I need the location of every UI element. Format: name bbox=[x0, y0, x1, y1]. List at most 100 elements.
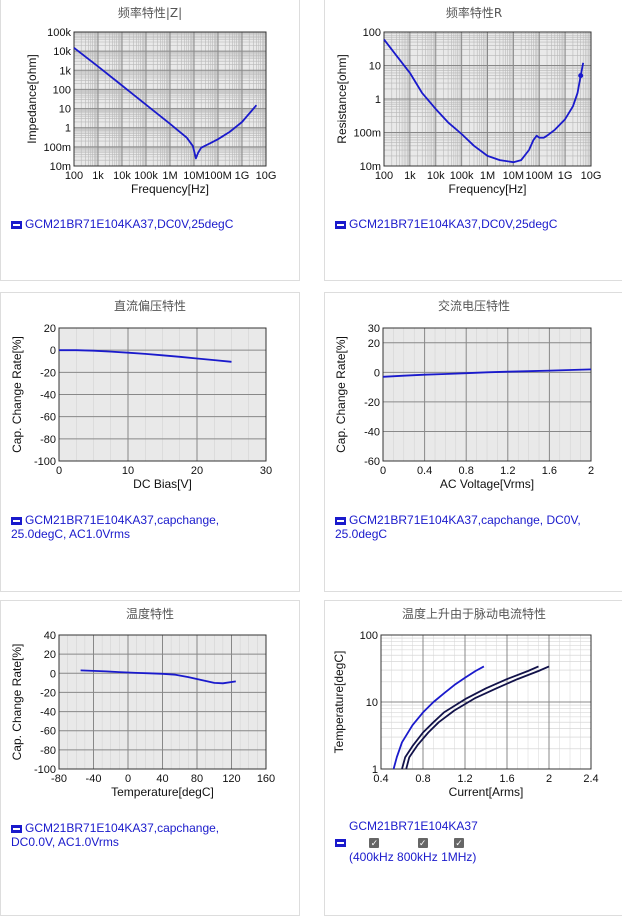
x-tick-label: 120 bbox=[222, 773, 240, 785]
plot-frame bbox=[58, 327, 267, 462]
y-tick-label: 100m bbox=[43, 142, 71, 154]
chart-title: 频率特性|Z| bbox=[117, 6, 183, 20]
chart-panel-temperature: 温度特性 -80 -40 0 40 80 120 160 -100 -80 -60 -40 -20 0 2… bbox=[0, 600, 300, 916]
y-tick-label: 100 bbox=[53, 84, 71, 96]
y-tick-label: 0 bbox=[50, 668, 56, 680]
y-axis-label: Impedance[ohm] bbox=[25, 54, 39, 143]
x-axis-label: Current[Arms] bbox=[449, 785, 524, 799]
y-tick-label: -20 bbox=[364, 397, 380, 409]
legend-item[interactable]: GCM21BR71E104KA37,DC0V,25degC bbox=[335, 217, 557, 231]
x-axis-label: Frequency[Hz] bbox=[131, 182, 209, 196]
plot-frame bbox=[383, 31, 592, 167]
chart-panel-ripple-current: 温度上升由于脉动电流特性 0.4 0.8 1.2 1.6 2 2.4 1 10 100 Curre… bbox=[324, 600, 622, 916]
x-tick-label: 100M bbox=[525, 170, 553, 182]
y-axis-label: Cap. Change Rate[%] bbox=[10, 644, 24, 761]
y-tick-label: -80 bbox=[40, 745, 56, 757]
y-tick-label: 20 bbox=[368, 338, 380, 350]
series-line bbox=[382, 368, 592, 378]
x-tick-label: 100k bbox=[134, 170, 158, 182]
y-axis-label: Resistance[ohm] bbox=[335, 54, 349, 143]
x-tick-label: 2 bbox=[546, 773, 552, 785]
x-tick-label: 10M bbox=[183, 170, 204, 182]
legend-item[interactable]: GCM21BR71E104KA37,capchange, 25.0degC, A… bbox=[11, 513, 261, 541]
x-tick-label: 20 bbox=[191, 465, 203, 477]
y-tick-label: 1k bbox=[59, 65, 71, 77]
x-tick-label: 30 bbox=[260, 465, 272, 477]
y-tick-label: 20 bbox=[44, 323, 56, 335]
y-tick-label: 10m bbox=[360, 161, 381, 173]
chart-title: 交流电压特性 bbox=[437, 299, 510, 313]
x-tick-label: 1.6 bbox=[542, 465, 557, 477]
x-tick-label: 2.4 bbox=[583, 773, 598, 785]
plot-frame bbox=[73, 31, 267, 167]
x-tick-label: 0 bbox=[56, 465, 62, 477]
chart-ripple-current: 0.4 0.8 1.2 1.6 2 2.4 1 10 100 Current[Arms] Tempe… bbox=[332, 630, 599, 799]
x-tick-label: 160 bbox=[257, 773, 275, 785]
x-tick-label: 10k bbox=[113, 170, 131, 182]
x-tick-label: 40 bbox=[156, 773, 168, 785]
y-tick-label: -60 bbox=[40, 412, 56, 424]
legend-item[interactable]: GCM21BR71E104KA37,capchange, DC0V, 25.0d… bbox=[335, 513, 605, 541]
y-tick-label: 0 bbox=[50, 345, 56, 357]
x-tick-label: 1.2 bbox=[457, 773, 472, 785]
axes: 100 1k 10k 100k 1M 10M 100M 1G 10G 10m 100m 1 10 100 F… bbox=[335, 27, 601, 196]
legend-toggle-icon[interactable] bbox=[11, 516, 22, 525]
y-tick-label: 1 bbox=[375, 94, 381, 106]
y-tick-label: 10 bbox=[59, 104, 71, 116]
grid bbox=[383, 31, 592, 167]
checkbox-400khz[interactable]: ✓ bbox=[369, 837, 380, 848]
legend-toggle-icon[interactable] bbox=[335, 516, 346, 525]
x-tick-label: 10k bbox=[427, 170, 445, 182]
legend-group: GCM21BR71E104KA37 ✓ ✓ ✓ (400kHz 800kHz 1… bbox=[335, 819, 615, 864]
x-tick-label: -40 bbox=[86, 773, 102, 785]
x-tick-label: 1G bbox=[558, 170, 573, 182]
legend-item[interactable]: GCM21BR71E104KA37,capchange, DC0.0V, AC1… bbox=[11, 821, 261, 849]
x-tick-label: 1G bbox=[235, 170, 250, 182]
y-tick-label: -100 bbox=[34, 764, 56, 776]
legend-toggle-icon[interactable] bbox=[11, 220, 22, 229]
y-tick-label: 1 bbox=[65, 123, 71, 135]
plot-frame bbox=[382, 327, 592, 462]
x-tick-label: 1.6 bbox=[499, 773, 514, 785]
x-axis-label: Frequency[Hz] bbox=[448, 182, 526, 196]
x-tick-label: 10G bbox=[581, 170, 602, 182]
series-line bbox=[392, 665, 485, 770]
x-axis-label: AC Voltage[Vrms] bbox=[440, 477, 534, 491]
x-tick-label: 1k bbox=[404, 170, 416, 182]
y-tick-label: -40 bbox=[40, 707, 56, 719]
y-tick-label: 0 bbox=[374, 367, 380, 379]
series-line bbox=[80, 669, 236, 685]
chart-panel-impedance: 频率特性|Z| 100 1k 10k 100k 1M 10M 100M 1G 10G 10m 100… bbox=[0, 0, 300, 281]
x-tick-label: 0.8 bbox=[459, 465, 474, 477]
legend-label: GCM21BR71E104KA37,capchange, DC0.0V, AC1… bbox=[11, 821, 220, 849]
x-tick-label: -80 bbox=[51, 773, 67, 785]
plot-frame bbox=[58, 634, 267, 770]
legend-toggle-icon[interactable] bbox=[335, 220, 346, 229]
axes: -80 -40 0 40 80 120 160-100-80-60-40-2002040Te… bbox=[10, 630, 275, 799]
x-tick-label: 2 bbox=[588, 465, 594, 477]
series-line bbox=[405, 665, 550, 770]
plot-frame bbox=[380, 634, 592, 770]
checkbox-1mhz[interactable]: ✓ bbox=[454, 837, 465, 848]
legend-label-800khz: 800kHz bbox=[397, 850, 438, 864]
chart-panel-resistance: 频率特性R 100 1k 10k 100k 1M 10M 100M 1G 10G 10m 100m 1… bbox=[324, 0, 622, 281]
chart-impedance: 100 1k 10k 100k 1M 10M 100M 1G 10G10m100m1101001… bbox=[25, 27, 276, 196]
axes: 100 1k 10k 100k 1M 10M 100M 1G 10G10m100m1101001… bbox=[25, 27, 276, 196]
series-line bbox=[401, 665, 539, 770]
x-tick-label: 1k bbox=[92, 170, 104, 182]
legend-item[interactable]: GCM21BR71E104KA37,DC0V,25degC bbox=[11, 217, 233, 231]
grid bbox=[382, 327, 592, 462]
y-tick-label: 10 bbox=[369, 61, 381, 73]
x-tick-label: 100 bbox=[375, 170, 393, 182]
x-tick-label: 100 bbox=[65, 170, 83, 182]
x-tick-label: 1M bbox=[162, 170, 177, 182]
x-tick-label: 0.4 bbox=[373, 773, 388, 785]
legend-toggle-icon[interactable] bbox=[11, 824, 22, 833]
x-tick-label: 0.4 bbox=[417, 465, 432, 477]
series-line bbox=[383, 38, 585, 164]
y-tick-label: 100 bbox=[360, 630, 378, 642]
y-tick-label: -20 bbox=[40, 367, 56, 379]
legend-toggle-icon[interactable] bbox=[335, 838, 346, 847]
checkbox-800khz[interactable]: ✓ bbox=[417, 837, 428, 848]
y-tick-label: -20 bbox=[40, 687, 56, 699]
